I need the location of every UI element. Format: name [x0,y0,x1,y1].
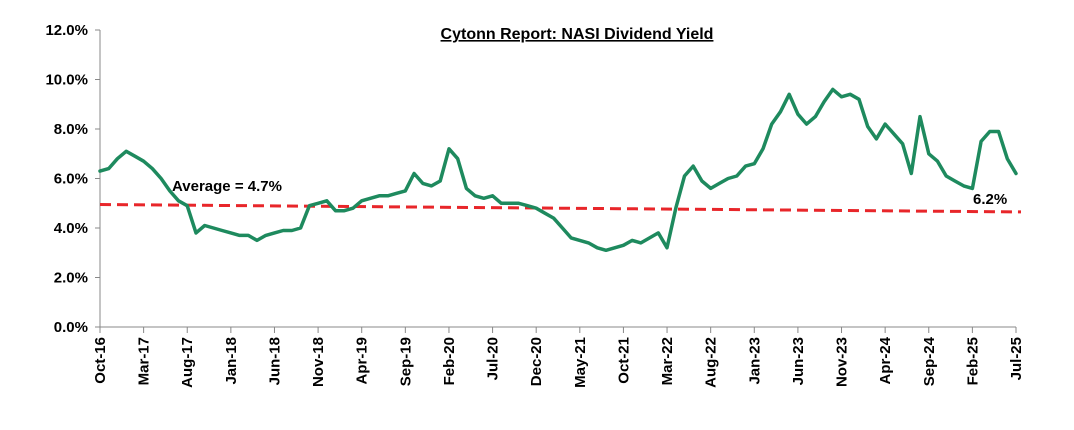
x-tick-label: Apr-19 [354,337,371,385]
average-label: Average = 4.7% [172,178,282,195]
average-line-group [99,202,1022,214]
series-line [98,87,1018,253]
series-group [98,87,1018,253]
chart-title: Cytonn Report: NASI Dividend Yield [441,26,714,43]
x-tick-label: Feb-25 [964,337,981,385]
x-tick-label: Oct-21 [615,337,632,384]
x-tick-label: Jan-18 [223,337,240,385]
y-tick-label: 0.0% [54,319,88,336]
last-value-annotation: 6.2% [973,191,1007,208]
x-tick-label: Dec-20 [528,337,545,386]
average-line [99,202,1022,214]
y-tick-label: 10.0% [45,72,88,89]
x-tick-label: Mar-22 [659,337,676,385]
x-tick-label: Jul-20 [485,337,502,380]
x-tick-label: Nov-23 [834,337,851,387]
x-tick-label: Apr-24 [877,336,894,384]
x-tick-label: Sep-19 [397,337,414,386]
x-tick-label: Nov-18 [310,337,327,387]
y-tick-label: 6.0% [54,171,88,188]
x-tick-label: Aug-22 [703,337,720,388]
x-axis: Oct-16 Mar-17 Aug-17 Jan-18 Jun-18 Nov-18 Apr-… [92,326,1025,388]
x-tick-label: Sep-24 [921,336,938,386]
x-tick-label: Jan-23 [746,337,763,385]
y-tick-label: 2.0% [54,270,88,287]
y-tick-label: 4.0% [54,220,88,237]
x-tick-label: Jun-23 [790,337,807,385]
y-tick-label: 12.0% [45,22,88,39]
x-tick-label: Oct-16 [92,337,109,384]
x-tick-label: Feb-20 [441,337,458,385]
y-axis: 0.0% 2.0% 4.0% 6.0% 8.0% 10.0% 12.0% [45,22,101,336]
x-tick-label: May-21 [572,337,589,388]
x-tick-label: Aug-17 [179,337,196,388]
y-tick-label: 8.0% [54,121,88,138]
x-tick-label: Jul-25 [1008,337,1025,380]
x-tick-label: Jun-18 [266,337,283,385]
x-tick-label: Mar-17 [136,337,153,385]
